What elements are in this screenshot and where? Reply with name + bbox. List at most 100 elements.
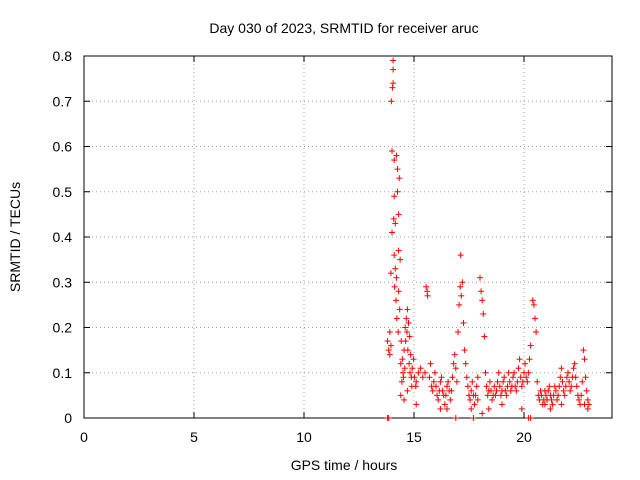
data-point [398,378,405,385]
data-point [584,396,591,403]
data-point [474,396,481,403]
data-point [396,175,403,182]
data-point [404,387,411,394]
data-point [567,387,574,394]
data-point [403,315,410,322]
data-point [386,351,393,358]
data-point [496,383,503,390]
data-point [529,297,536,304]
data-point [523,374,530,381]
data-point [384,338,391,345]
data-point [480,310,487,317]
data-point [389,229,395,236]
data-point [559,378,566,385]
data-point [396,306,403,313]
data-point [568,383,575,390]
y-tick-label: 0.1 [53,365,73,381]
y-tick-label: 0.7 [53,93,73,109]
data-point [556,383,563,390]
data-point [501,374,508,381]
data-point [404,306,411,313]
data-point [472,392,479,399]
data-point [488,387,494,394]
data-point [387,270,394,277]
y-tick-label: 0.2 [53,320,73,336]
data-point [485,405,492,412]
data-point [532,315,538,322]
data-point [527,342,534,349]
data-point [424,292,431,299]
data-point [433,383,439,390]
data-point [579,378,586,385]
data-point [401,396,408,403]
tick-layer: 0 5 10 15 20 0 0.1 0.2 0.3 0.4 0.5 0.6 0.7 0.8 [53,48,612,445]
data-point [411,374,418,381]
data-point [471,401,478,408]
data-point [461,347,468,354]
data-point [389,148,395,155]
data-point [422,369,428,376]
data-point [558,365,565,372]
data-point [389,84,396,91]
data-point [545,387,552,394]
data-point [563,374,570,381]
data-point [497,392,504,399]
data-point [399,356,406,363]
data-point [439,387,446,394]
data-point [486,378,493,385]
chart-title: Day 030 of 2023, SRMTID for receiver aru… [209,20,478,36]
data-point [441,401,448,408]
data-point [390,66,397,73]
data-point [401,365,408,372]
data-point [467,396,474,403]
data-point [576,396,582,403]
data-point [580,347,587,354]
data-point [558,401,565,408]
data-point [452,365,459,372]
data-point [507,387,514,394]
data-point [511,369,518,376]
data-point [450,360,457,367]
data-point [407,369,414,376]
data-point [534,378,541,385]
data-point [405,319,412,326]
data-point [583,387,590,394]
data-point [479,410,486,417]
x-tick-label: 20 [516,429,532,445]
data-point [470,415,477,421]
data-point [447,396,454,403]
data-point [430,378,437,385]
data-point [406,360,413,367]
data-point [565,369,571,376]
data-point [402,338,409,345]
data-point [541,401,548,408]
data-point [385,415,392,421]
data-point [394,188,401,195]
data-point [395,211,402,218]
data-point [404,347,411,354]
data-point [549,401,556,408]
data-point [437,378,444,385]
data-point [448,387,455,394]
data-point [513,387,520,394]
data-point [429,387,436,394]
data-point [453,378,460,385]
data-point [464,383,471,390]
data-point [527,415,534,421]
data-point [582,374,589,381]
data-point [395,247,402,254]
data-point [437,405,444,412]
x-tick-label: 0 [80,429,88,445]
data-point [481,333,488,340]
data-point [403,329,410,336]
y-tick-label: 0.8 [53,48,73,64]
data-point [395,329,402,336]
data-point [442,392,449,399]
y-tick-label: 0.6 [53,139,73,155]
data-point [581,356,588,363]
data-point [518,383,525,390]
data-point [493,387,500,394]
data-point [505,369,512,376]
data-point [514,378,521,385]
data-point [458,292,465,299]
